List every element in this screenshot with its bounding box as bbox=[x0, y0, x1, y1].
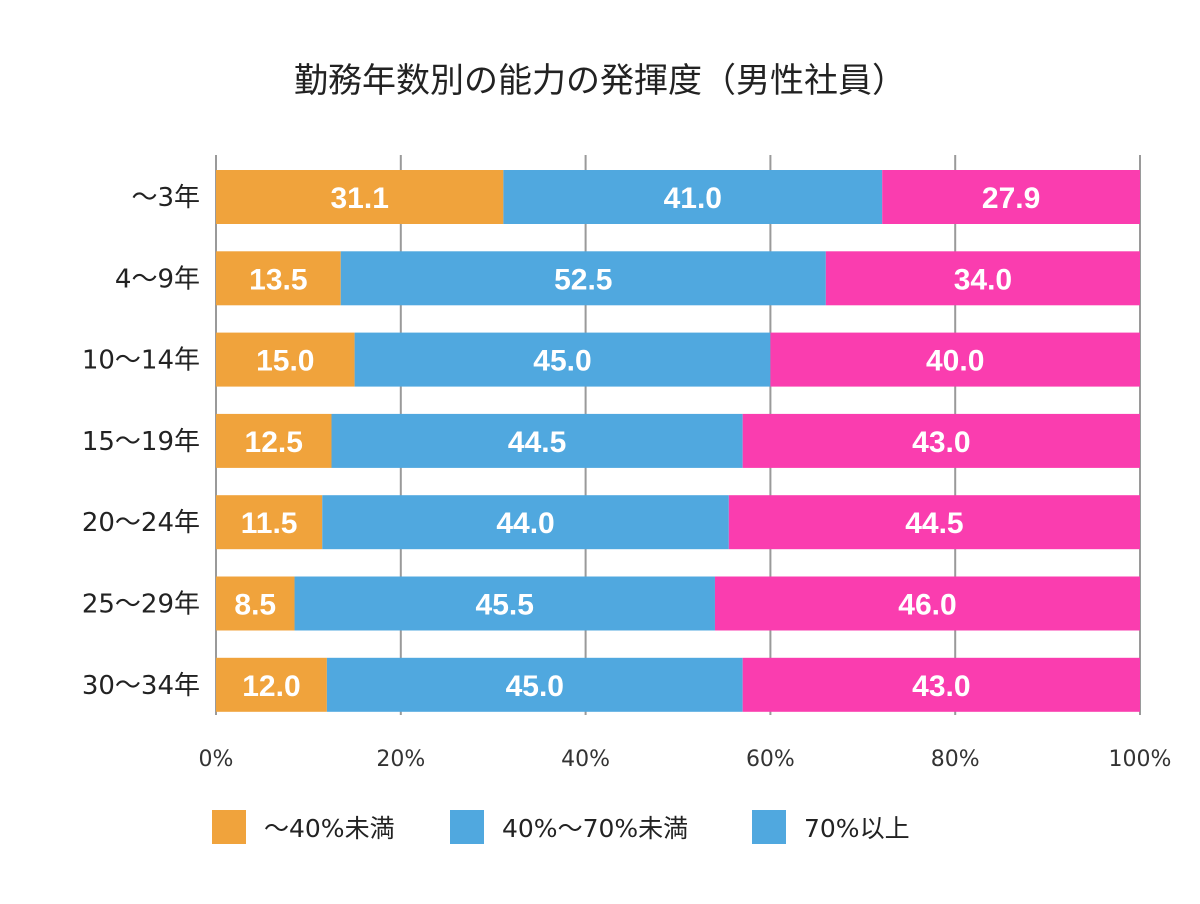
bar-segment bbox=[216, 332, 355, 387]
data-label: 41.0 bbox=[664, 182, 722, 215]
bar-segment bbox=[354, 332, 771, 387]
data-label: 12.5 bbox=[245, 426, 303, 459]
data-label: 13.5 bbox=[249, 263, 307, 296]
bar-segment bbox=[742, 657, 1140, 712]
data-label: 44.5 bbox=[905, 507, 963, 540]
legend-label: 40%〜70%未満 bbox=[502, 814, 688, 843]
data-label: 45.5 bbox=[476, 589, 534, 622]
bar-segment bbox=[216, 576, 295, 631]
data-label: 43.0 bbox=[912, 670, 970, 703]
bar-segment bbox=[742, 413, 1140, 468]
x-tick-label: 80% bbox=[931, 747, 980, 772]
bar-segment bbox=[216, 170, 504, 224]
data-label: 34.0 bbox=[954, 263, 1012, 296]
data-label: 12.0 bbox=[242, 670, 300, 703]
category-label: 15〜19年 bbox=[82, 427, 200, 457]
category-label: 〜3年 bbox=[131, 183, 200, 213]
data-label: 15.0 bbox=[256, 345, 314, 378]
x-tick-labels: 0% 20% 40% 60% 80% 100% bbox=[199, 747, 1172, 772]
data-label: 45.0 bbox=[506, 670, 564, 703]
legend-swatch bbox=[752, 810, 786, 844]
category-label: 25〜29年 bbox=[82, 590, 200, 620]
data-label: 8.5 bbox=[234, 589, 276, 622]
x-tick-label: 100% bbox=[1109, 747, 1172, 772]
category-label: 10〜14年 bbox=[82, 346, 200, 376]
bar-segment bbox=[326, 657, 743, 712]
legend-label: 70%以上 bbox=[804, 814, 910, 843]
data-label: 40.0 bbox=[926, 345, 984, 378]
bar-segment bbox=[216, 495, 323, 550]
data-label: 44.5 bbox=[508, 426, 566, 459]
data-label: 44.0 bbox=[496, 507, 554, 540]
category-label: 20〜24年 bbox=[82, 508, 200, 538]
legend-label: 〜40%未満 bbox=[264, 814, 395, 843]
bar-segment bbox=[340, 251, 826, 306]
category-label: 30〜34年 bbox=[82, 671, 200, 701]
data-label: 27.9 bbox=[982, 182, 1040, 215]
bar-segment bbox=[216, 251, 341, 306]
legend: 〜40%未満 40%〜70%未満 70%以上 bbox=[212, 810, 910, 844]
bar-segment bbox=[714, 576, 1140, 631]
bar-segment bbox=[322, 495, 729, 550]
x-tick-label: 20% bbox=[376, 747, 425, 772]
category-label: 4〜9年 bbox=[115, 264, 200, 294]
chart-title: 勤務年数別の能力の発揮度（男性社員） bbox=[294, 61, 906, 101]
legend-swatch bbox=[212, 810, 246, 844]
data-label: 31.1 bbox=[330, 182, 388, 215]
bar-segment bbox=[294, 576, 715, 631]
category-labels: 〜3年 4〜9年 10〜14年 15〜19年 20〜24年 25〜29年 30〜34年 bbox=[82, 183, 200, 701]
data-label: 52.5 bbox=[554, 263, 612, 296]
x-tick-label: 40% bbox=[561, 747, 610, 772]
bar-segment bbox=[825, 251, 1140, 306]
data-label: 46.0 bbox=[898, 589, 956, 622]
bar-segment bbox=[728, 495, 1140, 550]
legend-swatch bbox=[450, 810, 484, 844]
bar-segment bbox=[331, 413, 743, 468]
bar-segment bbox=[216, 657, 327, 712]
x-tick-label: 0% bbox=[199, 747, 234, 772]
data-label: 45.0 bbox=[533, 345, 591, 378]
x-tick-label: 60% bbox=[746, 747, 795, 772]
bar-segment bbox=[770, 332, 1140, 387]
bar-segment bbox=[503, 170, 883, 224]
bar-segment bbox=[882, 170, 1140, 224]
bars: 31.1 41.0 27.9 13.5 52.5 34.0 15.0 45.0 40.0 12.5… bbox=[216, 170, 1140, 712]
bar-segment bbox=[216, 413, 332, 468]
data-label: 43.0 bbox=[912, 426, 970, 459]
data-label: 11.5 bbox=[241, 507, 298, 540]
